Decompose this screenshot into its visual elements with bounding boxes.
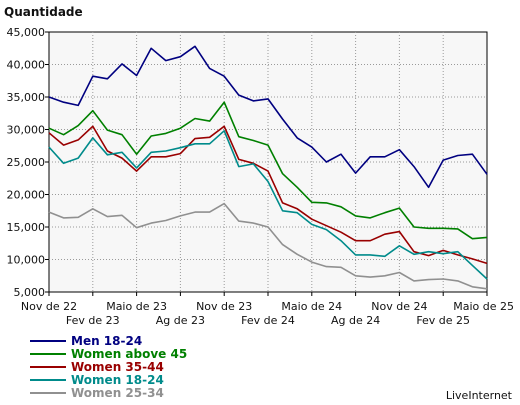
series-line <box>48 101 488 240</box>
x-tick-label: Maio de 25 <box>453 300 514 313</box>
legend-label: Women above 45 <box>71 347 187 361</box>
x-tick-label: Ag de 24 <box>331 314 380 327</box>
y-tick-label: 5,000 <box>14 286 46 299</box>
series-line <box>48 202 488 290</box>
x-tick-label: Fev de 24 <box>241 314 295 327</box>
legend-label: Women 35-44 <box>71 360 164 374</box>
x-tick-label: Nov de 23 <box>196 300 252 313</box>
x-tick-label: Nov de 24 <box>371 300 427 313</box>
x-tick-label: Maio de 23 <box>106 300 167 313</box>
x-tick-label: Ag de 23 <box>156 314 205 327</box>
series-line <box>48 130 488 280</box>
y-tick-label: 35,000 <box>7 91 46 104</box>
y-tick-label: 45,000 <box>7 26 46 39</box>
y-tick-label: 25,000 <box>7 156 46 169</box>
series-lines <box>48 45 488 290</box>
series-line <box>48 125 488 265</box>
y-tick-label: 30,000 <box>7 124 46 137</box>
brand-label: LiveInternet <box>446 389 513 402</box>
y-tick-label: 40,000 <box>7 59 46 72</box>
series-line <box>48 45 488 189</box>
legend-label: Women 18-24 <box>71 373 164 387</box>
legend-label: Men 18-24 <box>71 334 142 348</box>
y-axis-title: Quantidade <box>4 5 83 19</box>
x-tick-label: Fev de 25 <box>416 314 470 327</box>
y-axis: 5,000 10,000 15,000 20,000 25,000 30,000 35,00… <box>7 26 49 299</box>
x-tick-label: Nov de 22 <box>21 300 77 313</box>
grid-lines <box>49 32 487 292</box>
y-tick-label: 20,000 <box>7 189 46 202</box>
y-tick-label: 10,000 <box>7 254 46 267</box>
legend-label: Women 25-34 <box>71 386 164 400</box>
x-axis: Nov de 22 Maio de 23 Nov de 23 Maio de 24 No… <box>21 292 514 327</box>
x-tick-label: Fev de 23 <box>66 314 120 327</box>
y-tick-label: 15,000 <box>7 221 46 234</box>
x-tick-label: Maio de 24 <box>281 300 342 313</box>
